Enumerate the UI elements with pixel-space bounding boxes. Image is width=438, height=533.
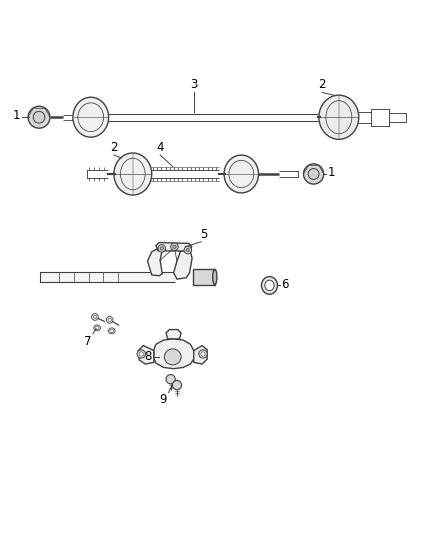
Text: 5: 5 (200, 228, 208, 241)
Circle shape (139, 352, 143, 356)
Ellipse shape (319, 95, 359, 139)
Circle shape (106, 317, 113, 324)
Text: 6: 6 (281, 278, 289, 290)
Polygon shape (193, 270, 215, 285)
Ellipse shape (164, 349, 181, 365)
Circle shape (92, 313, 98, 320)
Polygon shape (156, 243, 192, 251)
Circle shape (184, 246, 192, 254)
Circle shape (137, 350, 145, 358)
Circle shape (33, 111, 45, 123)
Circle shape (171, 243, 178, 251)
Polygon shape (154, 339, 194, 369)
Ellipse shape (114, 153, 152, 195)
Circle shape (199, 350, 207, 358)
Ellipse shape (110, 329, 114, 333)
Circle shape (201, 352, 205, 356)
FancyBboxPatch shape (40, 272, 175, 281)
Circle shape (160, 247, 163, 250)
Text: 8: 8 (145, 350, 152, 364)
Circle shape (186, 248, 190, 252)
Circle shape (308, 168, 319, 180)
Ellipse shape (94, 325, 100, 331)
Text: 1: 1 (328, 166, 335, 179)
Ellipse shape (109, 328, 115, 334)
Ellipse shape (95, 326, 99, 329)
Text: 3: 3 (190, 78, 198, 91)
Text: 4: 4 (156, 141, 164, 154)
Polygon shape (138, 345, 154, 364)
Ellipse shape (261, 277, 277, 294)
Circle shape (173, 245, 176, 248)
Text: 7: 7 (84, 335, 92, 348)
Text: 9: 9 (160, 393, 167, 407)
Text: 1: 1 (13, 109, 21, 123)
Circle shape (304, 164, 324, 184)
Text: 2: 2 (318, 78, 326, 91)
Text: 2: 2 (110, 141, 118, 154)
Ellipse shape (73, 97, 109, 137)
Circle shape (28, 106, 50, 128)
Circle shape (172, 381, 182, 390)
Ellipse shape (213, 270, 217, 285)
Polygon shape (166, 329, 181, 339)
Circle shape (158, 245, 166, 252)
Polygon shape (173, 249, 192, 279)
Polygon shape (194, 345, 207, 364)
Polygon shape (148, 248, 162, 276)
Ellipse shape (265, 280, 274, 290)
Ellipse shape (224, 155, 258, 193)
Circle shape (166, 375, 175, 384)
